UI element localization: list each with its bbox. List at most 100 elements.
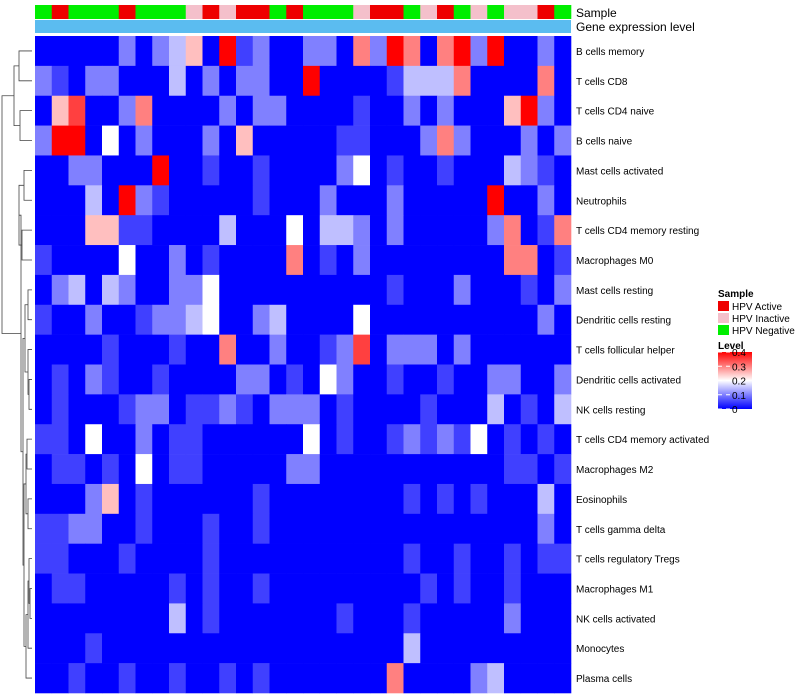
heatmap-cell xyxy=(118,155,136,186)
heatmap-cell xyxy=(303,663,321,694)
heatmap-cell xyxy=(152,245,170,276)
heatmap-cell xyxy=(303,155,321,186)
heatmap-cell xyxy=(403,364,421,395)
heatmap-cell xyxy=(51,125,69,156)
heatmap-cell xyxy=(353,603,371,634)
heatmap-cell xyxy=(35,185,53,216)
heatmap-cell xyxy=(35,454,53,485)
heatmap-cell xyxy=(202,573,220,604)
dendrogram-branch xyxy=(23,169,32,201)
heatmap-cell xyxy=(537,513,555,544)
heatmap-cell xyxy=(35,36,53,67)
heatmap-cell xyxy=(286,36,304,67)
heatmap-cell xyxy=(420,454,438,485)
heatmap-cell xyxy=(219,245,237,276)
level-colorbar xyxy=(718,352,752,409)
dendrogram-branch xyxy=(25,614,32,679)
heatmap-cell xyxy=(51,274,69,306)
heatmap-cell xyxy=(470,95,488,126)
heatmap-cell xyxy=(286,663,304,694)
heatmap-cell xyxy=(353,483,371,515)
heatmap-cell xyxy=(269,65,287,97)
heatmap-cell xyxy=(185,543,203,574)
heatmap-cell xyxy=(470,543,488,574)
heatmap-cell xyxy=(336,483,354,515)
heatmap-cell xyxy=(286,603,304,634)
heatmap-cell xyxy=(169,483,187,515)
heatmap-cell xyxy=(520,245,538,276)
heatmap-cell xyxy=(219,65,237,97)
heatmap-cell xyxy=(236,603,254,634)
heatmap-cell xyxy=(269,274,287,306)
sample-annotation-cell xyxy=(152,5,170,19)
heatmap-cell xyxy=(85,603,103,634)
heatmap-cell xyxy=(336,155,354,186)
heatmap-cell xyxy=(386,394,404,425)
heatmap-cell xyxy=(202,424,220,455)
dendrogram-branch xyxy=(28,379,32,410)
heatmap-cell xyxy=(453,573,471,604)
heatmap-cells xyxy=(35,36,572,694)
heatmap-cell xyxy=(554,185,572,216)
heatmap-cell xyxy=(437,125,455,156)
heatmap-cell xyxy=(453,215,471,246)
heatmap-cell xyxy=(453,65,471,97)
heatmap-cell xyxy=(202,215,220,246)
row-label: Plasma cells xyxy=(576,674,632,685)
heatmap-cell xyxy=(520,394,538,425)
level-tick-label: 0 xyxy=(732,405,738,416)
heatmap-cell xyxy=(437,274,455,306)
heatmap-cell xyxy=(303,95,321,126)
heatmap-cell xyxy=(370,215,388,246)
heatmap-cell xyxy=(353,633,371,664)
row-label: Dendritic cells resting xyxy=(576,316,671,327)
heatmap-cell xyxy=(437,304,455,335)
heatmap-cell xyxy=(336,65,354,97)
heatmap-cell xyxy=(453,274,471,306)
heatmap-cell xyxy=(437,185,455,216)
row-label: T cells CD4 naive xyxy=(576,107,655,118)
heatmap-cell xyxy=(437,603,455,634)
heatmap-cell xyxy=(504,65,522,97)
heatmap-cell xyxy=(470,394,488,425)
heatmap-cell xyxy=(118,274,136,306)
heatmap-cell xyxy=(336,394,354,425)
heatmap-cell xyxy=(319,215,337,246)
heatmap-cell xyxy=(453,125,471,156)
heatmap-cell xyxy=(51,633,69,664)
heatmap-cell xyxy=(554,454,572,485)
heatmap-cell xyxy=(403,304,421,335)
heatmap-cell xyxy=(51,95,69,126)
heatmap-cell xyxy=(453,663,471,694)
heatmap-cell xyxy=(68,513,86,544)
heatmap-cell xyxy=(85,483,103,515)
heatmap-cell xyxy=(51,65,69,97)
heatmap-cell xyxy=(152,185,170,216)
heatmap-cell xyxy=(102,334,120,365)
heatmap-cell xyxy=(152,454,170,485)
heatmap-cell xyxy=(353,65,371,97)
heatmap-cell xyxy=(370,364,388,395)
heatmap-cell xyxy=(353,155,371,186)
heatmap-cell xyxy=(353,125,371,156)
heatmap-cell xyxy=(252,513,270,544)
heatmap-cell xyxy=(236,215,254,246)
heatmap-cell xyxy=(487,454,505,485)
dendrogram-branch xyxy=(21,229,32,261)
heatmap-cell xyxy=(537,394,555,425)
heatmap-cell xyxy=(470,483,488,515)
heatmap-cell xyxy=(420,245,438,276)
heatmap-cell xyxy=(152,543,170,574)
heatmap-cell xyxy=(202,95,220,126)
heatmap-cell xyxy=(135,424,153,455)
heatmap-cell xyxy=(68,573,86,604)
heatmap-cell xyxy=(202,304,220,335)
heatmap-cell xyxy=(336,245,354,276)
heatmap-cell xyxy=(470,603,488,634)
heatmap-cell xyxy=(185,125,203,156)
heatmap-cell xyxy=(453,513,471,544)
heatmap-cell xyxy=(219,215,237,246)
heatmap-cell xyxy=(537,603,555,634)
heatmap-cell xyxy=(85,304,103,335)
heatmap-cell xyxy=(135,36,153,67)
